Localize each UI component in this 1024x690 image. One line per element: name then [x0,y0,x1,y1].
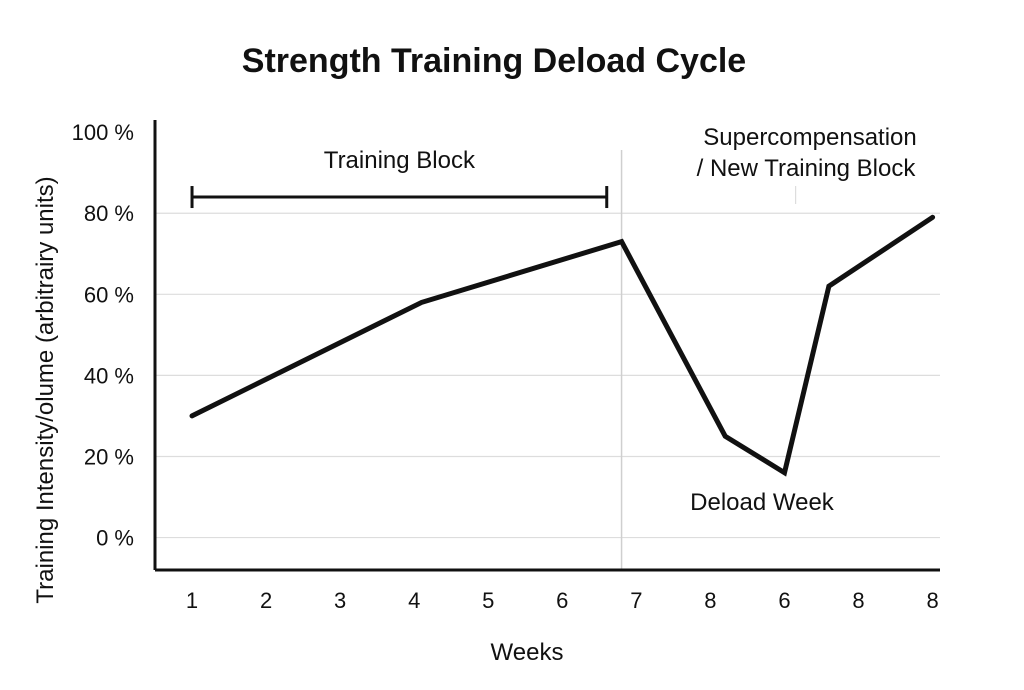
y-tick-label: 80 % [84,201,134,226]
x-tick-label: 8 [704,588,716,613]
x-tick-label: 1 [186,588,198,613]
x-tick-label: 6 [556,588,568,613]
y-tick-labels: 0 % 20 % 40 % 60 % 80 % 100 % [72,120,134,550]
axes [153,120,940,572]
y-tick-label: 20 % [84,444,134,469]
chart-title: Strength Training Deload Cycle [242,42,746,80]
x-tick-label: 5 [482,588,494,613]
data-series [189,214,936,477]
x-tick-label: 2 [260,588,272,613]
phase-divider [620,150,797,570]
y-axis-label: Training Intensity/olume (arbitrairy uni… [32,176,59,603]
y-tick-label: 60 % [84,282,134,307]
x-tick-label: 8 [852,588,864,613]
x-axis-label: Weeks [491,639,564,666]
y-tick-label: 40 % [84,363,134,388]
training-block-label: Training Block [324,147,476,174]
annotations: Training Block Supercompensation / New T… [190,124,917,516]
supercompensation-label-line1: Supercompensation [703,124,916,151]
x-tick-label: 6 [778,588,790,613]
x-tick-label: 7 [630,588,642,613]
x-tick-label: 3 [334,588,346,613]
y-tick-label: 100 % [72,120,134,145]
series-line-0 [189,214,936,477]
grid-lines [155,212,940,539]
x-tick-labels: 1 2 3 4 5 6 7 8 6 8 8 [186,588,939,613]
y-tick-label: 0 % [96,526,134,551]
x-tick-label: 8 [926,588,938,613]
deload-week-label: Deload Week [690,489,835,516]
x-tick-label: 4 [408,588,420,613]
supercompensation-label-line2: / New Training Block [697,155,917,182]
